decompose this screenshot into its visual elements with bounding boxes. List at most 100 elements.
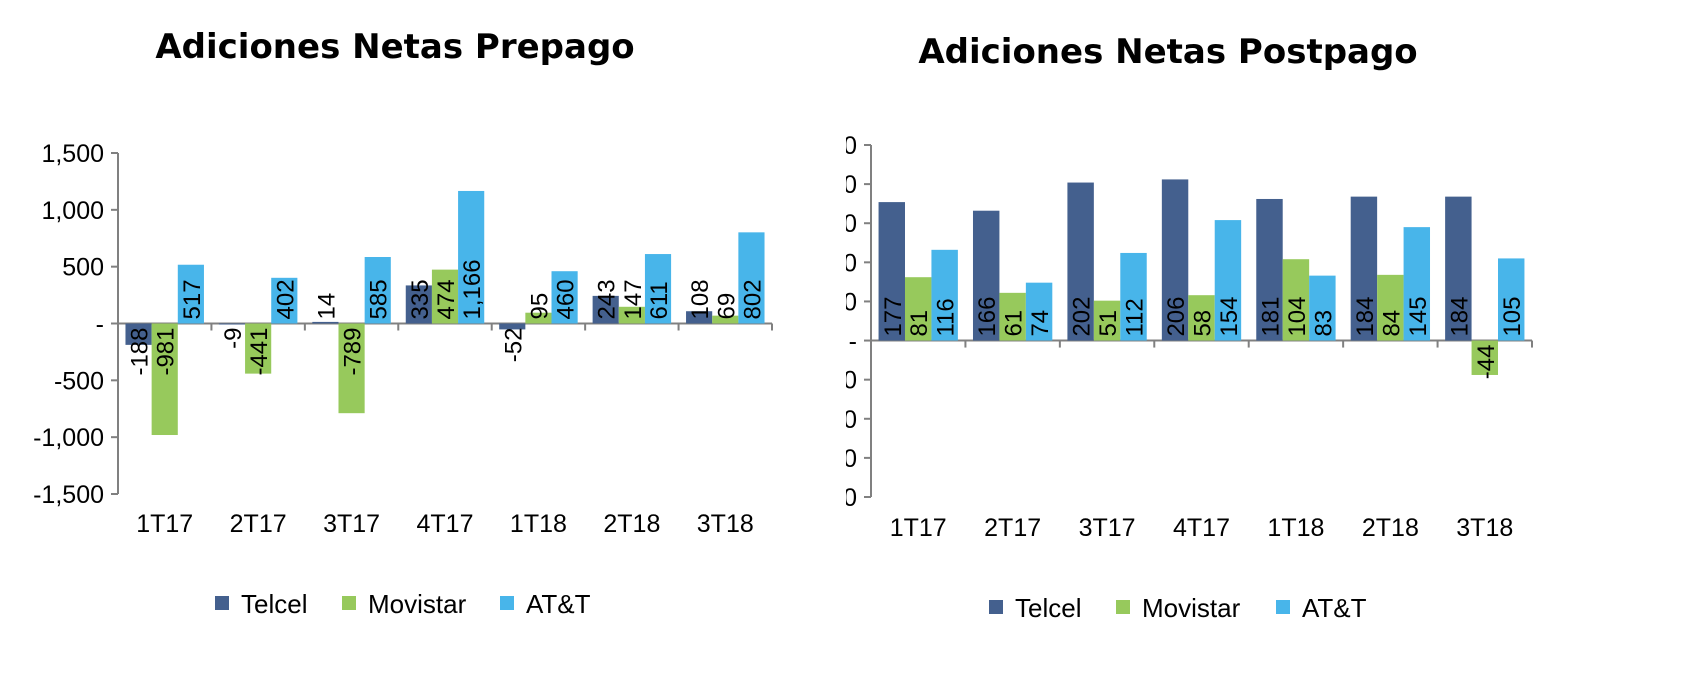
prepago-legend-label-movistar: Movistar: [368, 589, 467, 619]
postpago-bar-movistar: [1282, 259, 1310, 341]
postpago-legend-label-telcel: Telcel: [1015, 593, 1081, 623]
postpago-data-label-telcel: 184: [1446, 297, 1473, 337]
postpago-y-tick-label: -100: [846, 406, 857, 434]
postpago-bar-att: [1403, 227, 1431, 341]
prepago-bar-telcel: [312, 321, 339, 324]
prepago-legend-swatch-att: [500, 596, 514, 610]
prepago-y-tick-label: -1,500: [33, 481, 104, 509]
prepago-data-label-movistar: 147: [620, 279, 647, 319]
postpago-data-label-att: 105: [1499, 297, 1526, 337]
postpago-bar-telcel: [1445, 196, 1472, 341]
postpago-y-tick-label: 200: [846, 171, 857, 199]
postpago-chart: Adiciones Netas Postpago-200-150-100-50-…: [846, 0, 1692, 682]
prepago-data-label-telcel: 335: [407, 279, 434, 319]
prepago-data-label-movistar: 69: [713, 293, 740, 320]
postpago-bar-movistar: [904, 277, 932, 341]
postpago-data-label-movistar: 81: [906, 310, 933, 337]
postpago-bar-att: [1025, 282, 1053, 341]
prepago-bar-telcel: [686, 311, 713, 324]
postpago-bar-att: [1120, 252, 1147, 341]
prepago-data-label-movistar: -789: [340, 328, 367, 376]
postpago-y-tick-label: 100: [846, 249, 857, 277]
prepago-category-label: 1T18: [510, 510, 567, 538]
postpago-legend-swatch-att: [1276, 600, 1290, 614]
prepago-data-label-movistar: 474: [433, 279, 460, 319]
prepago-chart-title: Adiciones Netas Prepago: [155, 27, 634, 67]
postpago-y-tick-label: -: [849, 328, 857, 356]
prepago-bar-att: [738, 232, 765, 324]
postpago-chart-title: Adiciones Netas Postpago: [918, 32, 1417, 72]
postpago-data-label-att: 116: [933, 298, 960, 336]
postpago-legend-swatch-telcel: [989, 600, 1003, 614]
postpago-legend-swatch-movistar: [1116, 600, 1130, 614]
prepago-data-label-att: 611: [646, 281, 673, 319]
postpago-bar-movistar: [1471, 340, 1499, 375]
prepago-data-label-telcel: -188: [127, 328, 154, 376]
prepago-data-label-att: 802: [739, 279, 766, 319]
prepago-data-label-movistar: -981: [153, 328, 180, 376]
postpago-data-label-movistar: 84: [1378, 310, 1405, 337]
prepago-category-label: 1T17: [136, 510, 193, 538]
postpago-legend-label-att: AT&T: [1302, 593, 1367, 623]
prepago-chart-svg: Adiciones Netas Prepago-1,500-1,000-500-…: [33, 27, 773, 619]
postpago-bar-telcel: [1256, 198, 1283, 341]
prepago-legend-label-att: AT&T: [526, 589, 591, 619]
prepago-data-label-movistar: -441: [246, 328, 273, 376]
prepago-data-label-att: 460: [553, 279, 580, 319]
postpago-bar-telcel: [878, 202, 905, 341]
postpago-bar-att: [1214, 220, 1242, 341]
prepago-bar-movistar: [431, 269, 459, 324]
postpago-bar-att: [1498, 258, 1525, 341]
prepago-y-tick-label: -1,000: [33, 424, 104, 452]
prepago-legend-label-telcel: Telcel: [241, 589, 307, 619]
prepago-legend-swatch-telcel: [215, 596, 229, 610]
prepago-data-label-att: 517: [179, 279, 206, 319]
postpago-data-label-att: 112: [1122, 298, 1149, 336]
postpago-bar-att: [931, 249, 958, 341]
prepago-category-label: 4T17: [417, 510, 474, 538]
postpago-category-label: 1T18: [1267, 514, 1324, 542]
prepago-data-label-telcel: 243: [594, 279, 621, 319]
postpago-category-label: 4T17: [1173, 514, 1230, 542]
postpago-data-label-movistar: 51: [1095, 310, 1122, 337]
prepago-bar-att: [364, 257, 391, 324]
prepago-bar-att: [551, 271, 578, 324]
postpago-bar-telcel: [1161, 179, 1189, 341]
postpago-bar-telcel: [972, 210, 1000, 341]
prepago-bar-telcel: [218, 323, 246, 325]
postpago-data-label-att: 154: [1216, 297, 1243, 337]
postpago-data-label-telcel: 184: [1352, 297, 1379, 337]
postpago-data-label-att: 74: [1027, 310, 1054, 337]
postpago-y-tick-label: -50: [846, 367, 857, 395]
prepago-bar-telcel: [499, 323, 526, 330]
prepago-category-label: 2T17: [230, 510, 287, 538]
prepago-bar-att: [177, 264, 204, 324]
prepago-data-label-movistar: 95: [526, 293, 553, 320]
prepago-y-tick-label: 1,000: [41, 197, 104, 225]
prepago-legend-swatch-movistar: [342, 596, 356, 610]
prepago-bar-movistar: [245, 323, 272, 374]
prepago-y-tick-label: 500: [62, 254, 104, 282]
postpago-data-label-telcel: 181: [1257, 297, 1284, 337]
prepago-bar-telcel: [592, 295, 619, 324]
prepago-data-label-telcel: -52: [500, 328, 527, 363]
prepago-bar-att: [644, 254, 672, 324]
prepago-category-label: 3T17: [323, 510, 380, 538]
prepago-category-label: 3T18: [697, 510, 754, 538]
prepago-bar-movistar: [151, 323, 178, 436]
prepago-data-label-telcel: -9: [220, 328, 247, 349]
postpago-data-label-movistar: 61: [1001, 310, 1028, 337]
prepago-data-label-att: 402: [272, 279, 299, 319]
postpago-category-label: 3T18: [1456, 514, 1513, 542]
postpago-category-label: 3T17: [1079, 514, 1136, 542]
postpago-bar-movistar: [1093, 300, 1121, 341]
prepago-category-label: 2T18: [603, 510, 660, 538]
postpago-bar-movistar: [999, 292, 1026, 341]
postpago-y-tick-label: 150: [846, 210, 857, 238]
prepago-y-tick-label: -500: [54, 367, 104, 395]
postpago-category-label: 2T17: [984, 514, 1041, 542]
prepago-data-label-att: 1,166: [459, 259, 486, 319]
postpago-data-label-att: 83: [1310, 310, 1337, 337]
postpago-y-tick-label: 50: [846, 288, 857, 316]
prepago-bar-telcel: [125, 323, 152, 345]
